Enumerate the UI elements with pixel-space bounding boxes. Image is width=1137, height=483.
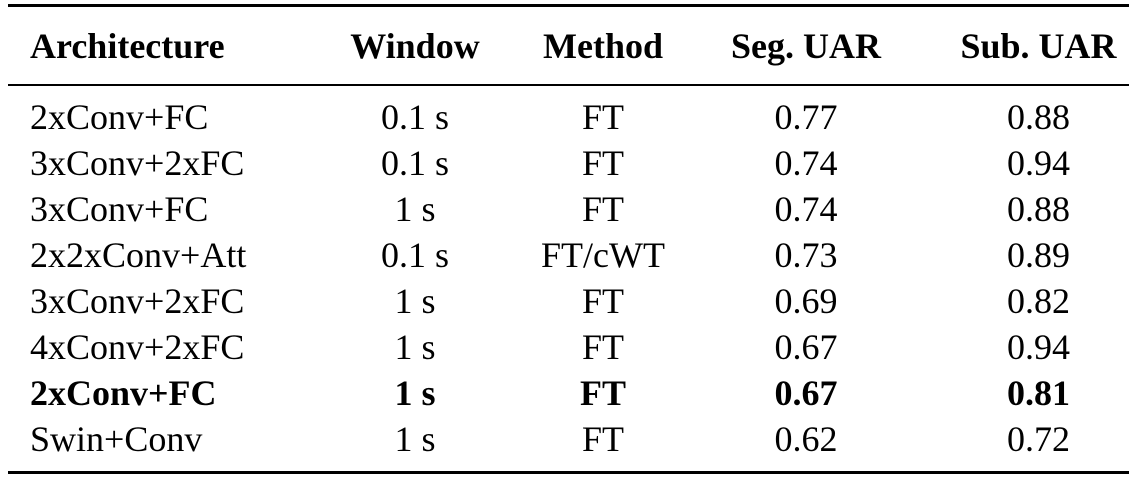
table-row: Swin+Conv 1 s FT 0.62 0.72 — [8, 416, 1137, 462]
header-sub-uar: Sub. UAR — [960, 26, 1117, 66]
header-architecture: Architecture — [30, 26, 225, 66]
cell-sub-uar: 0.72 — [1007, 419, 1070, 459]
cell-window: 1 s — [394, 419, 436, 459]
results-table: Architecture Window Method Seg. UAR Sub.… — [8, 4, 1137, 462]
cell-window: 0.1 s — [380, 143, 449, 183]
top-rule — [8, 4, 1129, 7]
cell-method: FT — [579, 373, 626, 413]
cell-window: 1 s — [394, 189, 436, 229]
cell-method: FT — [581, 327, 624, 367]
cell-seg-uar: 0.73 — [774, 235, 838, 275]
header-method: Method — [543, 26, 663, 66]
cell-architecture: 2xConv+FC — [30, 373, 217, 413]
header-window: Window — [350, 26, 480, 66]
cell-architecture: Swin+Conv — [30, 419, 203, 459]
cell-method: FT — [581, 143, 624, 183]
cell-sub-uar: 0.89 — [1007, 235, 1070, 275]
cell-sub-uar: 0.82 — [1007, 281, 1070, 321]
cell-method: FT/cWT — [541, 235, 665, 275]
table-row: 4xConv+2xFC 1 s FT 0.67 0.94 — [8, 324, 1137, 370]
cell-method: FT — [581, 281, 624, 321]
header-seg-uar: Seg. UAR — [731, 26, 881, 66]
table-body: 2xConv+FC 0.1 s FT 0.77 0.88 3xConv+2xFC… — [8, 86, 1137, 462]
cell-sub-uar: 0.94 — [1007, 327, 1070, 367]
table-row: 2xConv+FC 1 s FT 0.67 0.81 — [8, 370, 1137, 416]
cell-method: FT — [581, 189, 624, 229]
cell-seg-uar: 0.67 — [774, 327, 838, 367]
cell-sub-uar: 0.94 — [1007, 143, 1070, 183]
table-row: 3xConv+2xFC 0.1 s FT 0.74 0.94 — [8, 140, 1137, 186]
bottom-rule — [8, 471, 1129, 474]
cell-sub-uar: 0.88 — [1007, 97, 1070, 137]
header-row: Architecture Window Method Seg. UAR Sub.… — [8, 4, 1137, 86]
cell-seg-uar: 0.77 — [774, 97, 838, 137]
cell-method: FT — [581, 97, 624, 137]
cell-method: FT — [581, 419, 624, 459]
cell-architecture: 3xConv+2xFC — [30, 143, 245, 183]
cell-window: 0.1 s — [380, 97, 449, 137]
cell-seg-uar: 0.69 — [774, 281, 838, 321]
table-row: 3xConv+FC 1 s FT 0.74 0.88 — [8, 186, 1137, 232]
table-row: 2xConv+FC 0.1 s FT 0.77 0.88 — [8, 86, 1137, 140]
table-row: 3xConv+2xFC 1 s FT 0.69 0.82 — [8, 278, 1137, 324]
cell-sub-uar: 0.88 — [1007, 189, 1070, 229]
cell-sub-uar: 0.81 — [1007, 373, 1070, 413]
cell-window: 1 s — [394, 327, 436, 367]
cell-architecture: 3xConv+FC — [30, 189, 209, 229]
cell-window: 1 s — [394, 281, 436, 321]
cell-architecture: 2x2xConv+Att — [30, 235, 247, 275]
cell-architecture: 3xConv+2xFC — [30, 281, 245, 321]
cell-window: 1 s — [394, 373, 436, 413]
cell-seg-uar: 0.62 — [774, 419, 838, 459]
cell-window: 0.1 s — [380, 235, 449, 275]
cell-seg-uar: 0.74 — [774, 189, 838, 229]
table-row: 2x2xConv+Att 0.1 s FT/cWT 0.73 0.89 — [8, 232, 1137, 278]
cell-seg-uar: 0.67 — [774, 373, 838, 413]
cell-architecture: 4xConv+2xFC — [30, 327, 245, 367]
cell-architecture: 2xConv+FC — [30, 97, 209, 137]
header-rule — [8, 84, 1129, 86]
cell-seg-uar: 0.74 — [774, 143, 838, 183]
